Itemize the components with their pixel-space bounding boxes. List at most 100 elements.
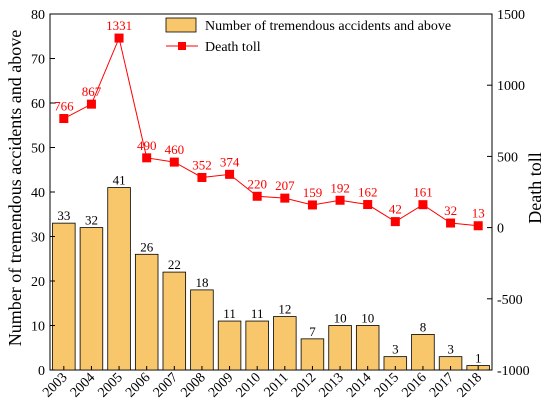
x-tick-label: 2018 xyxy=(455,370,485,400)
x-tick-label: 2011 xyxy=(262,370,292,400)
left-tick-label: 60 xyxy=(31,97,45,112)
death-marker-2005 xyxy=(114,33,124,43)
bar-label-2016: 8 xyxy=(420,319,427,334)
bar-2011 xyxy=(273,316,297,371)
death-label-2005: 1331 xyxy=(106,18,132,33)
death-marker-2004 xyxy=(86,99,96,109)
death-marker-2014 xyxy=(363,200,373,210)
bar-label-2013: 10 xyxy=(334,311,347,326)
death-marker-2013 xyxy=(335,195,345,205)
right-tick-label: 500 xyxy=(497,150,518,165)
left-tick-label: 10 xyxy=(31,320,45,335)
death-label-2003: 766 xyxy=(54,99,74,114)
death-marker-2018 xyxy=(473,221,483,231)
line-series xyxy=(59,33,483,231)
bar-label-2012: 7 xyxy=(309,324,316,339)
death-toll-line xyxy=(63,36,479,227)
left-tick-label: 30 xyxy=(31,231,45,246)
bar-label-2004: 32 xyxy=(85,213,98,228)
bar-2010 xyxy=(245,320,269,371)
x-tick-label: 2016 xyxy=(399,370,429,400)
left-tick-label: 0 xyxy=(38,364,45,379)
death-marker-2017 xyxy=(446,218,456,228)
death-marker-2011 xyxy=(280,193,290,203)
death-marker-2003 xyxy=(59,114,69,124)
bar-label-2005: 41 xyxy=(113,173,126,188)
right-tick-label: -1000 xyxy=(497,364,530,379)
legend-line-marker xyxy=(178,42,186,50)
x-tick-label: 2010 xyxy=(234,370,264,400)
death-marker-2015 xyxy=(390,217,400,227)
bar-2004 xyxy=(79,227,104,371)
left-axis-label: Number of tremendous accidents and above xyxy=(5,30,25,346)
death-label-2016: 161 xyxy=(413,185,433,200)
death-label-2014: 162 xyxy=(358,185,378,200)
death-label-2007: 460 xyxy=(165,142,185,157)
left-tick-label: 20 xyxy=(31,275,45,290)
death-label-2010: 220 xyxy=(247,176,267,191)
right-tick-label: 1000 xyxy=(497,79,525,94)
bar-label-2018: 1 xyxy=(475,351,482,366)
death-label-2004: 867 xyxy=(82,84,102,99)
death-marker-2007 xyxy=(169,157,179,167)
bar-2012 xyxy=(300,338,325,371)
death-label-2006: 490 xyxy=(137,138,157,153)
bar-2016 xyxy=(411,333,435,371)
x-tick-label: 2012 xyxy=(289,370,319,400)
bar-2006 xyxy=(134,253,159,371)
x-tick-label: 2006 xyxy=(123,370,153,400)
bar-label-2007: 22 xyxy=(168,257,181,272)
right-axis-label: Death toll xyxy=(525,152,545,223)
death-marker-2006 xyxy=(142,153,152,163)
x-tick-label: 2014 xyxy=(344,370,374,400)
x-tick-label: 2004 xyxy=(68,370,98,400)
x-tick-label: 2017 xyxy=(427,370,457,400)
right-y-axis: -1000 -500 0 500 1000 1500 xyxy=(487,8,530,379)
right-tick-label: 1500 xyxy=(497,8,525,23)
death-label-2015: 42 xyxy=(389,202,402,217)
x-axis: 2003200420052006200720082009201020112012… xyxy=(40,366,485,401)
death-marker-2008 xyxy=(197,172,207,182)
left-tick-label: 40 xyxy=(31,186,45,201)
legend: Number of tremendous accidents and above… xyxy=(165,17,451,55)
death-label-2011: 207 xyxy=(275,178,295,193)
bar-label-2006: 26 xyxy=(140,239,154,254)
death-marker-2016 xyxy=(418,200,428,210)
legend-bar-label: Number of tremendous accidents and above xyxy=(205,19,451,34)
line-data-labels: 766 867 1331 490 460 352 374 220 207 159 192 162 42 1… xyxy=(54,18,485,221)
left-tick-label: 80 xyxy=(31,8,45,23)
x-tick-label: 2008 xyxy=(178,370,208,400)
x-tick-label: 2009 xyxy=(206,370,236,400)
bar-label-2014: 10 xyxy=(361,311,374,326)
bar-2013 xyxy=(328,325,352,371)
bar-2009 xyxy=(217,320,242,371)
death-label-2009: 374 xyxy=(220,154,240,169)
bar-2008 xyxy=(190,289,214,371)
x-tick-label: 2013 xyxy=(316,370,346,400)
right-tick-label: 0 xyxy=(497,222,504,237)
left-tick-label: 50 xyxy=(31,142,45,157)
bar-2005 xyxy=(107,187,131,371)
left-tick-label: 70 xyxy=(31,53,45,68)
bar-label-2011: 12 xyxy=(278,302,291,317)
death-label-2013: 192 xyxy=(330,180,350,195)
bar-label-2015: 3 xyxy=(392,342,399,357)
bar-label-2017: 3 xyxy=(447,342,454,357)
death-label-2017: 32 xyxy=(444,203,457,218)
bar-label-2003: 33 xyxy=(57,208,70,223)
bar-label-2010: 11 xyxy=(251,306,264,321)
death-label-2018: 13 xyxy=(472,206,485,221)
bar-2007 xyxy=(162,271,187,371)
left-y-axis: 0 10 20 30 40 50 60 70 80 xyxy=(31,8,55,379)
death-marker-2012 xyxy=(307,200,317,210)
bar-series xyxy=(52,187,490,371)
x-tick-label: 2005 xyxy=(95,370,125,400)
legend-bar-swatch xyxy=(165,17,197,33)
bar-2014 xyxy=(355,325,380,371)
right-tick-label: -500 xyxy=(497,293,523,308)
death-label-2012: 159 xyxy=(303,185,323,200)
death-label-2008: 352 xyxy=(192,157,212,172)
legend-line-label: Death toll xyxy=(205,40,261,55)
bar-label-2008: 18 xyxy=(195,275,208,290)
